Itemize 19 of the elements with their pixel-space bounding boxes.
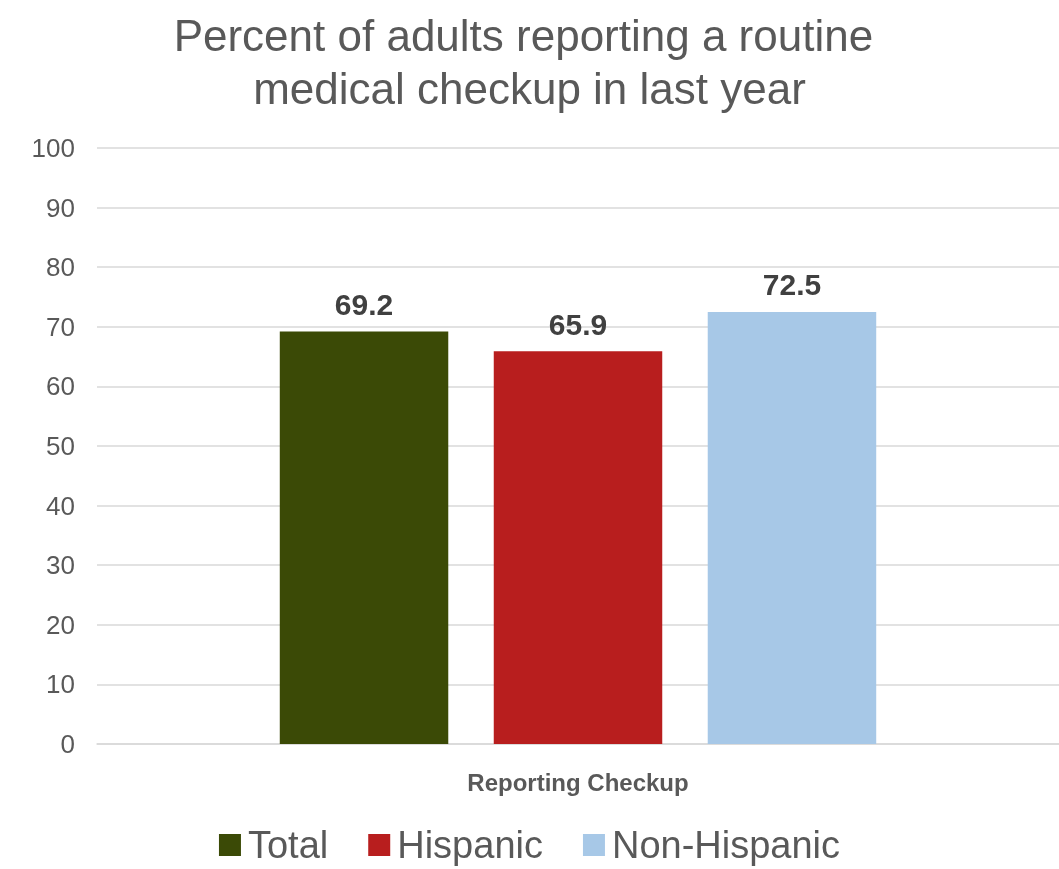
legend-label: Hispanic: [397, 824, 543, 866]
y-tick-label: 30: [46, 550, 75, 581]
data-label: 69.2: [334, 288, 394, 322]
data-label: 72.5: [762, 268, 822, 302]
y-tick-label: 90: [46, 192, 75, 223]
x-tick-label: Reporting Checkup: [467, 768, 689, 796]
y-tick-label: 50: [46, 431, 75, 461]
y-tick-label: 40: [46, 490, 75, 521]
legend-label: Total: [247, 824, 329, 866]
legend-label: Non-Hispanic: [611, 824, 841, 866]
chart-title: Percent of adults reporting a routine medical checkup in last year: [173, 11, 886, 113]
y-tick-label: 20: [46, 609, 75, 640]
y-tick-label: 60: [46, 371, 75, 402]
data-label: 65.9: [548, 307, 608, 341]
y-tick-label: 10: [46, 669, 75, 700]
y-tick-label: 0: [60, 729, 75, 759]
y-tick-label: 100: [31, 133, 75, 163]
y-tick-label: 80: [46, 252, 75, 283]
y-tick-label: 70: [46, 311, 75, 342]
